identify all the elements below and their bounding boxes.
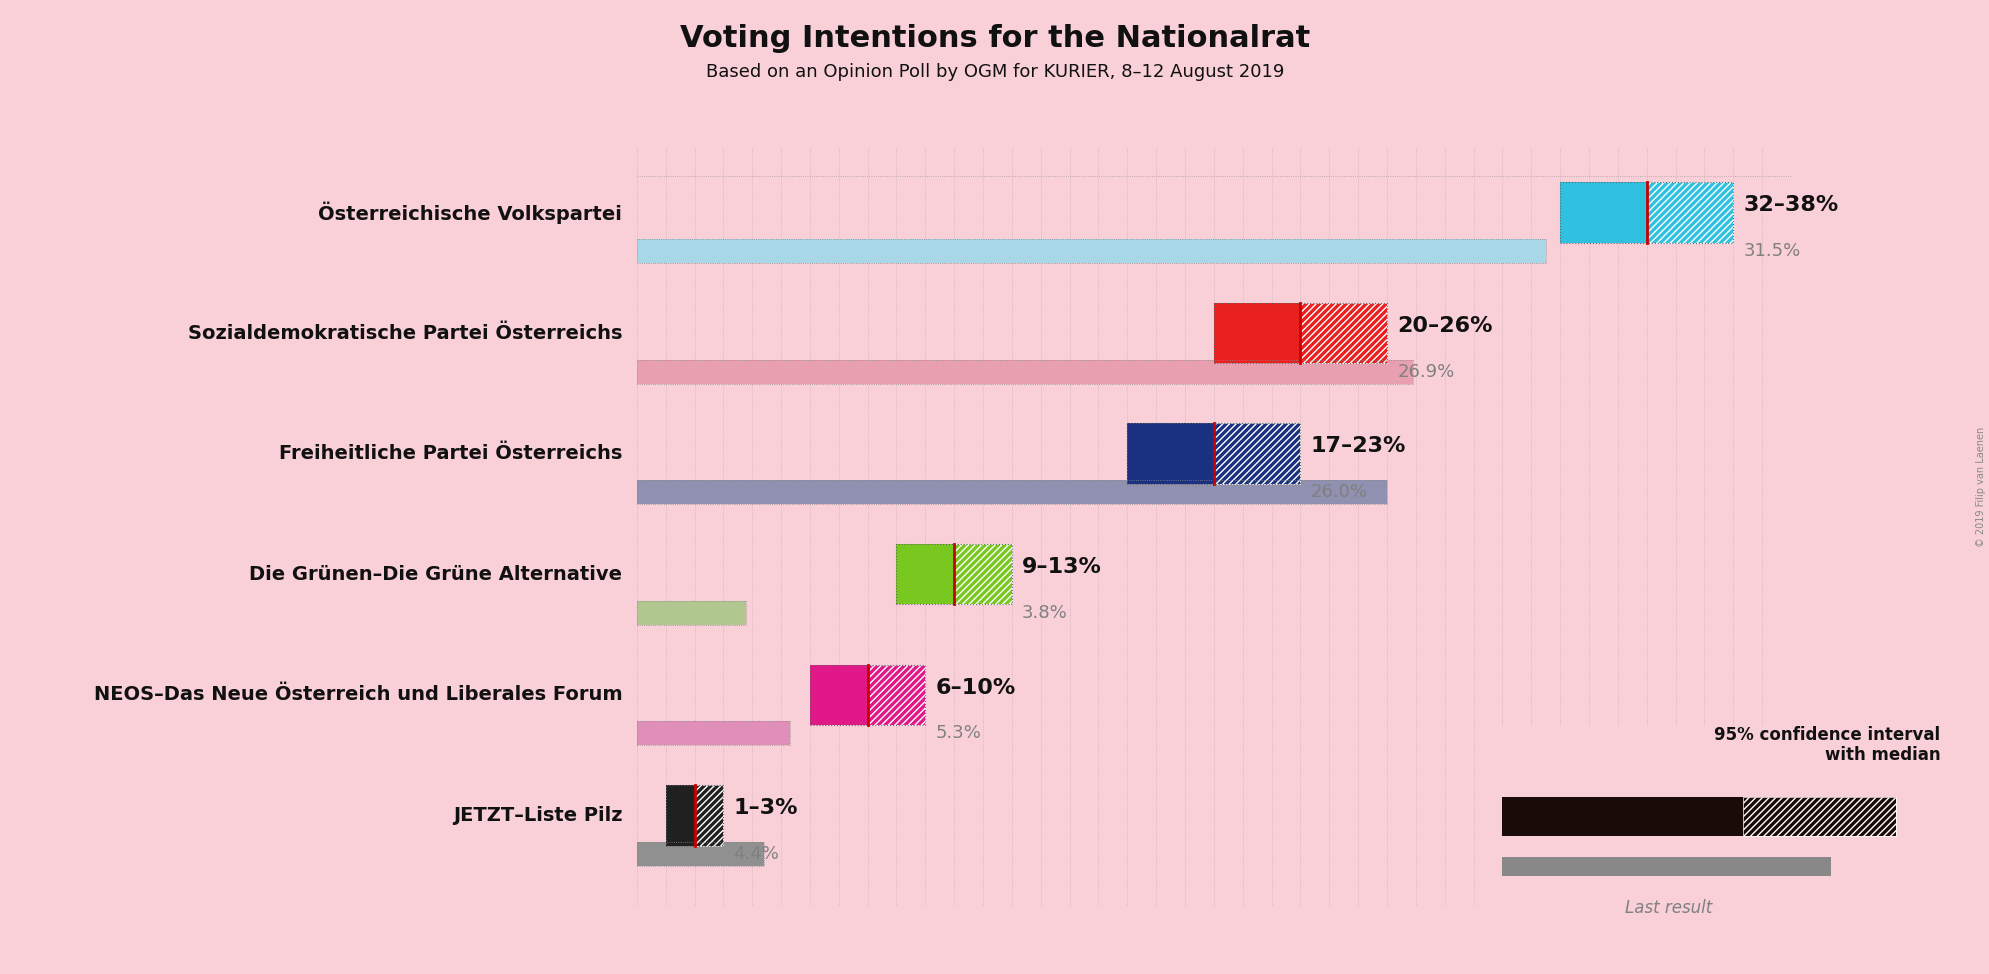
Text: NEOS–Das Neue Österreich und Liberales Forum: NEOS–Das Neue Österreich und Liberales F…: [93, 686, 623, 704]
Bar: [636, 722, 790, 745]
Text: 95% confidence interval
with median: 95% confidence interval with median: [1713, 726, 1939, 765]
Bar: [694, 785, 724, 845]
Bar: [1502, 856, 1830, 876]
Bar: [810, 664, 867, 725]
Bar: [1645, 182, 1732, 243]
Text: 6–10%: 6–10%: [935, 678, 1014, 697]
Text: Voting Intentions for the Nationalrat: Voting Intentions for the Nationalrat: [680, 24, 1309, 54]
Bar: [636, 842, 764, 866]
Text: JETZT–Liste Pilz: JETZT–Liste Pilz: [453, 805, 623, 825]
Bar: [636, 601, 746, 625]
Text: 5.3%: 5.3%: [935, 725, 981, 742]
Bar: [1559, 182, 1645, 243]
Bar: [955, 544, 1010, 604]
Bar: [636, 842, 764, 866]
Bar: [664, 785, 694, 845]
Text: 20–26%: 20–26%: [1396, 316, 1492, 336]
Text: Last result: Last result: [1625, 899, 1713, 917]
Text: 32–38%: 32–38%: [1742, 195, 1838, 215]
Bar: [1742, 797, 1896, 836]
Bar: [1299, 303, 1386, 363]
Bar: [1742, 797, 1896, 836]
Text: 9–13%: 9–13%: [1022, 557, 1102, 577]
Bar: [636, 239, 1545, 263]
Bar: [1213, 424, 1299, 484]
Bar: [636, 359, 1412, 384]
Bar: [1126, 424, 1213, 484]
Bar: [664, 785, 724, 845]
Bar: [810, 664, 925, 725]
Text: 4.4%: 4.4%: [734, 845, 780, 863]
Bar: [1213, 303, 1386, 363]
Text: Based on an Opinion Poll by OGM for KURIER, 8–12 August 2019: Based on an Opinion Poll by OGM for KURI…: [706, 63, 1283, 81]
Bar: [895, 544, 955, 604]
Bar: [1213, 303, 1299, 363]
Text: Freiheitliche Partei Österreichs: Freiheitliche Partei Österreichs: [278, 444, 623, 463]
Bar: [867, 664, 925, 725]
Text: 17–23%: 17–23%: [1311, 436, 1406, 457]
Bar: [636, 601, 746, 625]
Text: © 2019 Filip van Laenen: © 2019 Filip van Laenen: [1975, 427, 1985, 547]
Text: 3.8%: 3.8%: [1022, 604, 1068, 621]
Bar: [955, 544, 1010, 604]
Bar: [1645, 182, 1732, 243]
Text: Die Grünen–Die Grüne Alternative: Die Grünen–Die Grüne Alternative: [249, 565, 623, 583]
Text: 26.9%: 26.9%: [1396, 362, 1454, 381]
Text: Sozialdemokratische Partei Österreichs: Sozialdemokratische Partei Österreichs: [187, 323, 623, 343]
Bar: [1126, 424, 1299, 484]
Text: 26.0%: 26.0%: [1311, 483, 1366, 502]
Bar: [1559, 182, 1732, 243]
Text: 31.5%: 31.5%: [1742, 242, 1800, 260]
Text: 1–3%: 1–3%: [734, 798, 798, 818]
Bar: [636, 359, 1412, 384]
Bar: [867, 664, 925, 725]
Bar: [694, 785, 724, 845]
Bar: [1299, 303, 1386, 363]
Bar: [636, 722, 790, 745]
Bar: [636, 480, 1386, 505]
Bar: [636, 239, 1545, 263]
Bar: [1502, 797, 1742, 836]
Bar: [1213, 424, 1299, 484]
Bar: [895, 544, 1010, 604]
Bar: [636, 480, 1386, 505]
Text: Österreichische Volkspartei: Österreichische Volkspartei: [318, 202, 623, 224]
